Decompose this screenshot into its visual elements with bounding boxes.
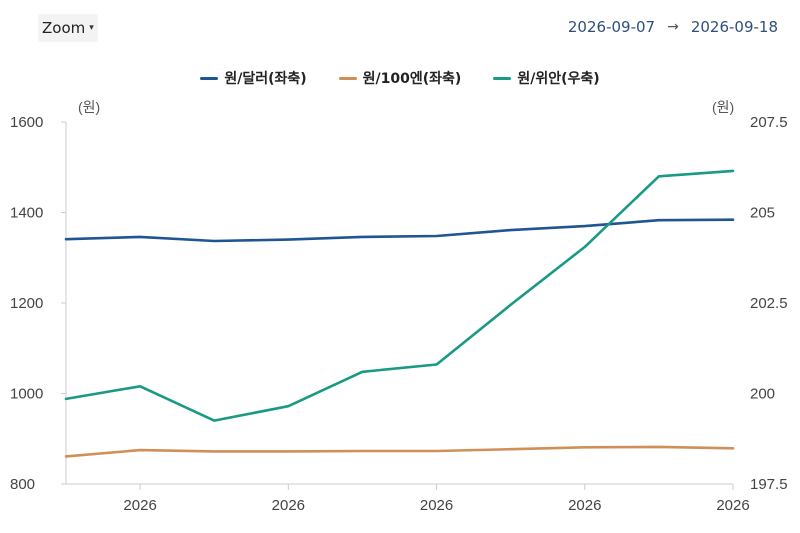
y-right-tick-label: 205 xyxy=(750,205,775,222)
y-left-unit: (원) xyxy=(78,99,100,115)
y-right-unit: (원) xyxy=(712,99,734,115)
x-tick-label: 2026 xyxy=(716,497,749,514)
date-range-from[interactable]: 2026-09-07 xyxy=(567,18,656,36)
zoom-dropdown[interactable]: Zoom ▾ xyxy=(38,14,98,42)
y-left-tick-label: 1400 xyxy=(10,205,43,222)
chart-legend: 원/달러(좌축) 원/100엔(좌축) 원/위안(우축) xyxy=(0,68,800,88)
y-right-tick-label: 200 xyxy=(750,386,775,403)
chevron-down-icon: ▾ xyxy=(89,23,94,33)
legend-item-cny[interactable]: 원/위안(우축) xyxy=(493,68,600,88)
chart-axes: 800 1000 1200 1400 1600 (원) 197.5 200 202.5 205 20… xyxy=(10,99,788,514)
x-tick-label: 2026 xyxy=(568,497,601,514)
legend-label-jpy: 원/100엔(좌축) xyxy=(362,71,462,87)
y-right-tick-label: 197.5 xyxy=(750,476,788,493)
chart-series xyxy=(64,169,735,458)
series-line-cny xyxy=(64,169,735,422)
series-line-jpy xyxy=(64,445,735,458)
legend-swatch-cny xyxy=(493,76,512,80)
y-left-tick-label: 1000 xyxy=(10,386,43,403)
legend-label-cny: 원/위안(우축) xyxy=(517,71,600,87)
date-range: 2026-09-07 → 2026-09-18 xyxy=(568,18,778,36)
x-tick-label: 2026 xyxy=(420,497,453,514)
legend-swatch-usd xyxy=(200,76,219,80)
legend-item-jpy[interactable]: 원/100엔(좌축) xyxy=(338,68,462,88)
arrow-right-icon: → xyxy=(667,19,679,35)
x-tick-label: 2026 xyxy=(123,497,156,514)
x-tick-label: 2026 xyxy=(272,497,305,514)
legend-item-usd[interactable]: 원/달러(좌축) xyxy=(200,68,307,88)
zoom-label: Zoom xyxy=(42,19,86,37)
y-left-tick-label: 800 xyxy=(10,476,35,493)
y-left-tick-label: 1600 xyxy=(10,114,43,131)
legend-label-usd: 원/달러(좌축) xyxy=(224,71,307,87)
date-range-to[interactable]: 2026-09-18 xyxy=(690,18,778,36)
y-right-tick-label: 207.5 xyxy=(750,114,788,131)
legend-swatch-jpy xyxy=(338,76,357,80)
y-left-tick-label: 1200 xyxy=(10,295,43,312)
y-right-tick-label: 202.5 xyxy=(750,295,788,312)
series-line-usd xyxy=(64,218,735,243)
